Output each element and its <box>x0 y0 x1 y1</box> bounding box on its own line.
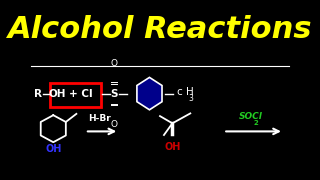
Text: SOCl: SOCl <box>239 112 263 121</box>
Polygon shape <box>137 77 162 110</box>
Text: O: O <box>110 120 117 129</box>
Text: + Cl: + Cl <box>69 89 93 99</box>
Text: O: O <box>110 58 117 68</box>
Text: Alcohol Reactions: Alcohol Reactions <box>8 15 312 44</box>
Text: 2: 2 <box>253 120 258 126</box>
Bar <box>50 83 101 107</box>
Text: OH: OH <box>45 143 61 154</box>
Text: 3: 3 <box>188 94 193 103</box>
Text: H-Br: H-Br <box>88 114 111 123</box>
Text: OH: OH <box>49 89 66 99</box>
Text: OH: OH <box>164 142 180 152</box>
Text: c H: c H <box>177 87 194 97</box>
Text: S: S <box>110 89 118 99</box>
Text: R: R <box>34 89 42 99</box>
